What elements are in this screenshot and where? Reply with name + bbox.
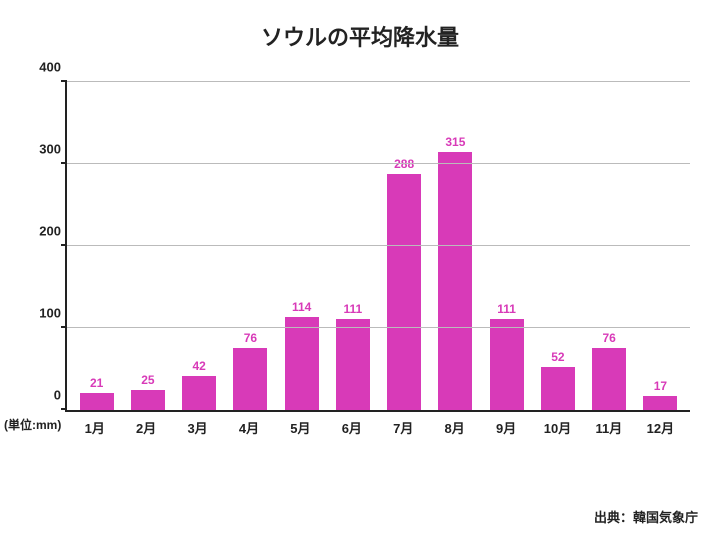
x-tick-label: 3月 (172, 412, 223, 442)
x-tick-label: 12月 (635, 412, 686, 442)
bar-value-label: 111 (344, 302, 363, 316)
source-label: 出典：韓国気象庁 (594, 507, 698, 526)
bar-value-label: 21 (90, 376, 103, 390)
bar-value-label: 315 (445, 135, 465, 149)
chart-title: ソウルの平均降水量 (10, 20, 710, 52)
x-axis-labels: 1月2月3月4月5月6月7月8月9月10月11月12月 (65, 412, 690, 442)
bar (336, 319, 370, 410)
bar-value-label: 42 (192, 359, 205, 373)
bar-value-label: 111 (497, 302, 516, 316)
x-tick-label: 7月 (378, 412, 429, 442)
bar (131, 390, 165, 411)
y-tick-label: 100 (39, 306, 67, 321)
x-tick-label: 4月 (223, 412, 274, 442)
y-tick-mark (61, 162, 67, 164)
x-tick-label: 11月 (583, 412, 634, 442)
grid-line (67, 327, 690, 328)
chart-area: 21254276114111288315111527617 0100200300… (65, 82, 690, 442)
y-tick-mark (61, 408, 67, 410)
bar (490, 319, 524, 410)
x-tick-label: 10月 (532, 412, 583, 442)
bar-slot: 52 (532, 82, 583, 410)
bar (285, 317, 319, 410)
y-tick-label: 300 (39, 142, 67, 157)
bar-value-label: 76 (244, 331, 257, 345)
bar-slot: 288 (379, 82, 430, 410)
bar-slot: 21 (71, 82, 122, 410)
bar-slot: 111 (481, 82, 532, 410)
bar (387, 174, 421, 410)
x-tick-label: 8月 (429, 412, 480, 442)
bars-container: 21 25 42 76 114 111 288 315 111 52 76 17 (67, 82, 690, 410)
bar-value-label: 114 (292, 300, 311, 314)
bar-slot: 114 (276, 82, 327, 410)
bar-value-label: 25 (141, 373, 154, 387)
x-tick-label: 5月 (275, 412, 326, 442)
bar-slot: 315 (430, 82, 481, 410)
y-tick-label: 0 (54, 388, 67, 403)
bar-slot: 76 (584, 82, 635, 410)
grid-line (67, 81, 690, 82)
x-tick-label: 9月 (480, 412, 531, 442)
bar (80, 393, 114, 410)
bar-value-label: 76 (602, 331, 615, 345)
bar-slot: 17 (635, 82, 686, 410)
bar-slot: 25 (122, 82, 173, 410)
y-tick-label: 400 (39, 60, 67, 75)
bar (233, 348, 267, 410)
grid-line (67, 163, 690, 164)
y-tick-mark (61, 326, 67, 328)
grid-line (67, 245, 690, 246)
plot-area: 21254276114111288315111527617 0100200300… (65, 82, 690, 412)
y-tick-label: 200 (39, 224, 67, 239)
bar (438, 152, 472, 410)
y-tick-mark (61, 80, 67, 82)
x-tick-label: 1月 (69, 412, 120, 442)
bar (182, 376, 216, 410)
x-tick-label: 2月 (120, 412, 171, 442)
bar-slot: 111 (327, 82, 378, 410)
bar (592, 348, 626, 410)
unit-label: (単位:mm) (4, 416, 61, 433)
y-tick-mark (61, 244, 67, 246)
bar-value-label: 17 (654, 379, 667, 393)
bar-value-label: 52 (551, 350, 564, 364)
x-tick-label: 6月 (326, 412, 377, 442)
bar (541, 367, 575, 410)
bar-slot: 42 (174, 82, 225, 410)
bar (643, 396, 677, 410)
bar-slot: 76 (225, 82, 276, 410)
